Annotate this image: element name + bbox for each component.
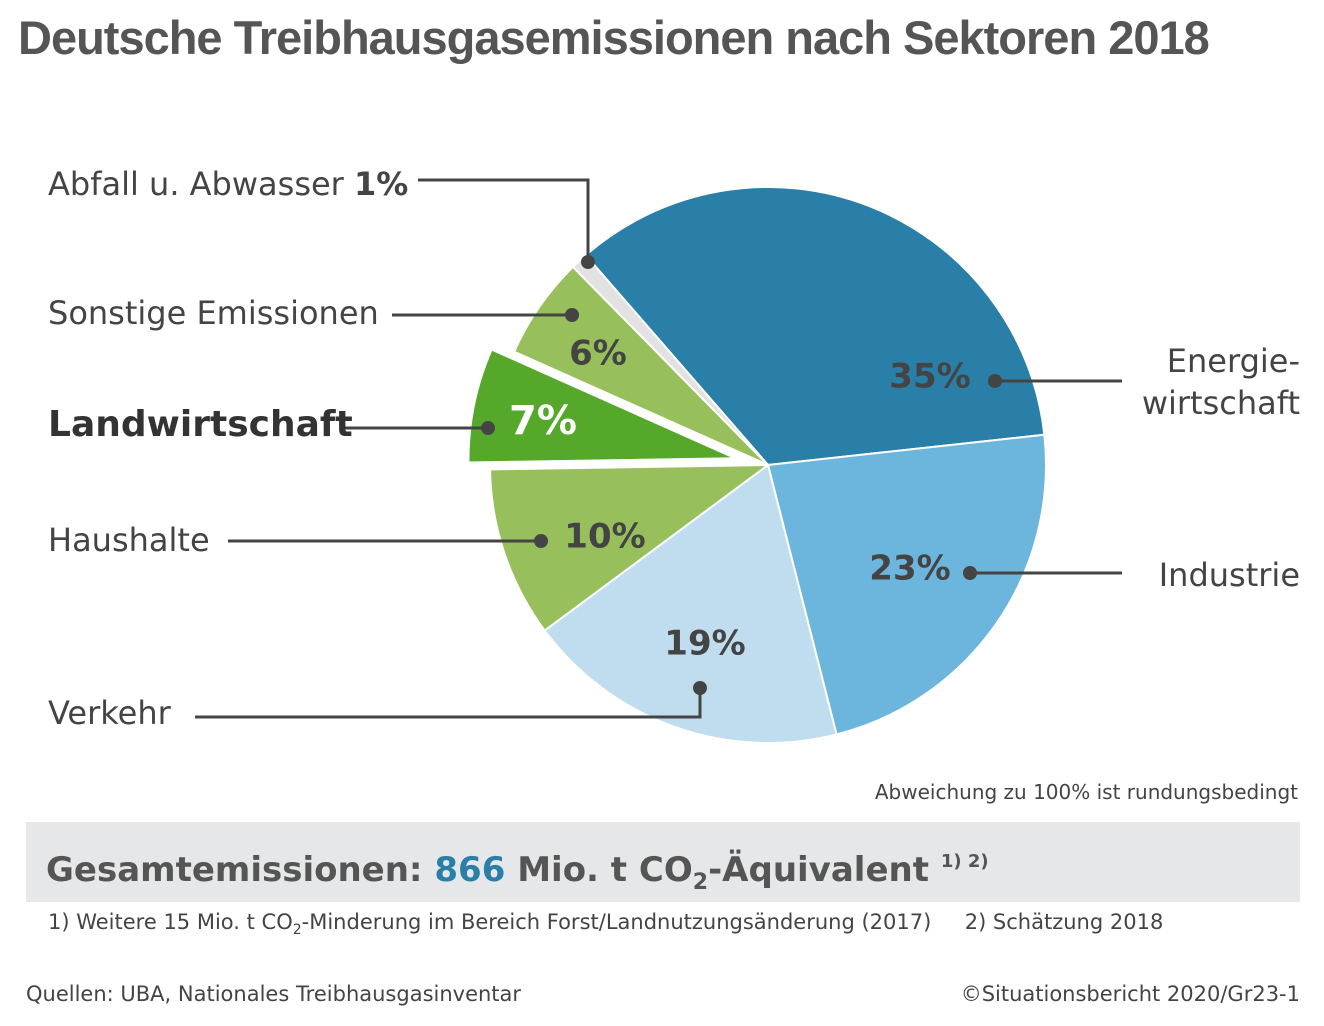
sources: Quellen: UBA, Nationales Treibhausgasinv… — [26, 982, 522, 1006]
category-label: Industrie — [1158, 556, 1300, 594]
category-label: Energie- wirtschaft — [1141, 342, 1300, 422]
value-label: 6% — [569, 334, 627, 374]
leader-dot — [693, 681, 707, 695]
value-label: 19% — [664, 624, 745, 664]
summary-box: Gesamtemissionen: 866 Mio. t CO2-Äquival… — [26, 822, 1300, 902]
leader-dot — [534, 534, 548, 548]
leader-dot — [988, 374, 1002, 388]
leader-dot — [581, 255, 595, 269]
leader-line — [418, 178, 590, 262]
pie-slice — [571, 253, 769, 466]
footnote: -Minderung im Bereich Forst/Landnutzungs… — [301, 910, 932, 934]
leader-dot — [565, 308, 579, 322]
leader-dot — [963, 566, 977, 580]
value-label: 35% — [889, 357, 970, 397]
leader-line — [195, 688, 702, 719]
value-label: 7% — [509, 398, 577, 444]
summary-label: Gesamtemissionen: — [46, 850, 423, 890]
value-label: 23% — [869, 549, 950, 589]
pie-slice — [543, 463, 838, 744]
category-label: Verkehr — [48, 694, 171, 732]
footnote: 2) Schätzung 2018 — [964, 910, 1164, 934]
category-label: Sonstige Emissionen — [48, 294, 379, 332]
leader-dot — [481, 421, 495, 435]
value-label: 1% — [354, 165, 408, 203]
summary-total: 866 — [434, 850, 506, 890]
footnote: 1) Weitere 15 Mio. t CO — [48, 910, 293, 934]
category-label: Abfall u. Abwasser 1% — [48, 165, 408, 203]
category-label: Haushalte — [48, 521, 210, 559]
footnotes: 1) Weitere 15 Mio. t CO2-Minderung im Be… — [48, 910, 1163, 938]
value-label: 10% — [564, 517, 645, 557]
summary-refs: 1) 2) — [940, 851, 989, 872]
summary-unit-rest: -Äquivalent — [708, 850, 929, 890]
summary-unit-sub: 2 — [692, 870, 709, 895]
category-label-text: Abfall u. Abwasser — [48, 165, 345, 203]
copyright: ©Situationsbericht 2020/Gr23-1 — [960, 982, 1300, 1006]
summary-unit: Mio. t CO — [517, 850, 693, 890]
category-label: Landwirtschaft — [48, 404, 353, 445]
footnote-sub: 2 — [292, 922, 302, 939]
pie-slice — [766, 433, 1047, 736]
chart-title: Deutsche Treibhausgasemissionen nach Sek… — [18, 11, 1210, 64]
pie-slice — [584, 186, 1046, 467]
pie-slice — [463, 342, 746, 468]
note: Abweichung zu 100% ist rundungsbedingt — [874, 780, 1298, 804]
pie-slice — [489, 463, 772, 632]
